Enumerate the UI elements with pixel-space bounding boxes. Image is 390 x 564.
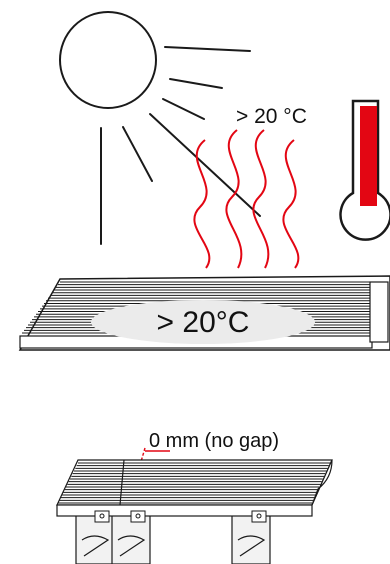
gap-label: 0 mm (no gap) bbox=[149, 430, 279, 452]
board-temperature-label: > 20°C bbox=[157, 306, 250, 339]
thermometer-icon bbox=[339, 99, 390, 241]
heat-waves-icon bbox=[193, 129, 300, 269]
deck-assembly bbox=[56, 459, 333, 564]
temperature-label: > 20 °C bbox=[236, 105, 307, 128]
sun-icon bbox=[59, 11, 261, 245]
deck-board: > 20°C bbox=[18, 275, 390, 351]
